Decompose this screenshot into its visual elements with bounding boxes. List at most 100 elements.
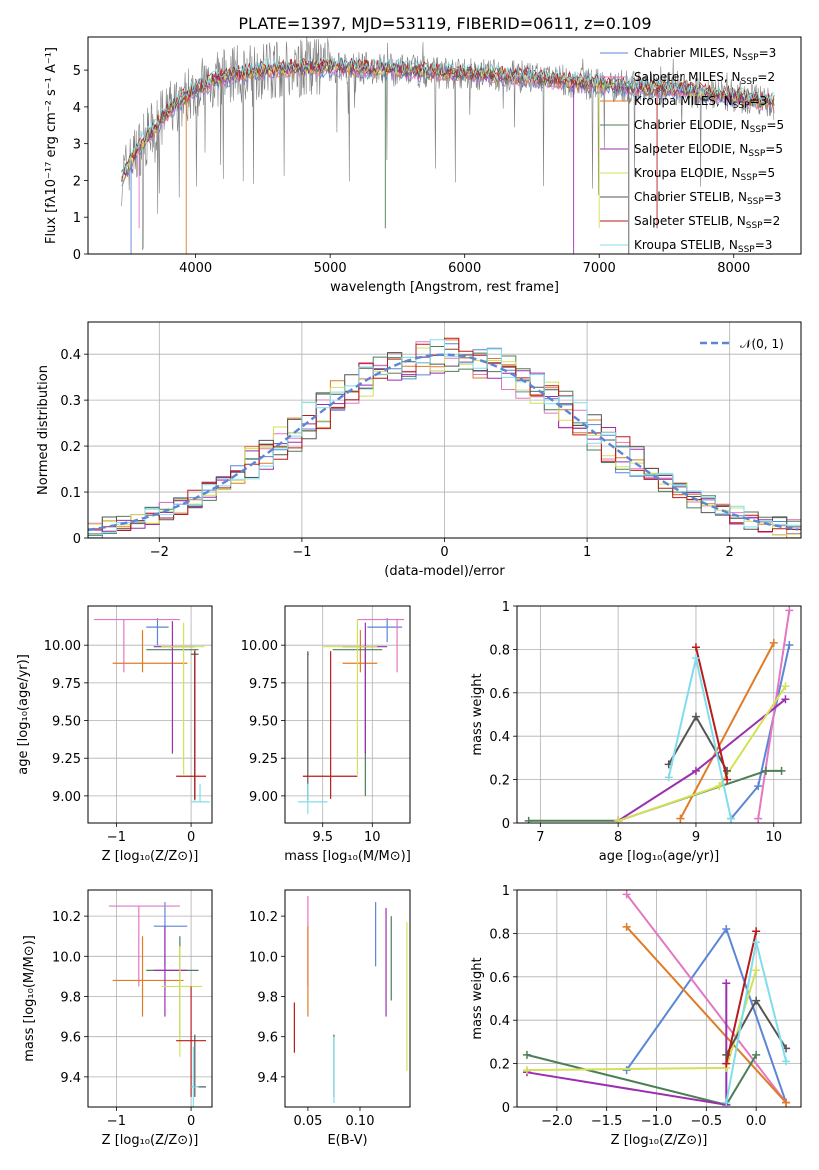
y-tick-label: 9.75 <box>52 677 81 692</box>
y-tick-label: 9.25 <box>52 752 81 767</box>
y-tick-label: 0.4 <box>489 1014 510 1029</box>
weight-marker <box>524 816 533 823</box>
legend: Chabrier MILES, NSSP=3 Salpeter MILES, NS… <box>600 46 784 255</box>
y-tick-label: 10.00 <box>241 639 278 654</box>
weight-line <box>625 893 787 1104</box>
plot-frame <box>516 605 802 824</box>
plot-area <box>285 606 410 823</box>
y-tick-label: 9.8 <box>60 990 81 1005</box>
weight-marker <box>691 654 700 663</box>
weight-line <box>695 646 729 780</box>
observed-spectrum <box>121 37 775 251</box>
y-tick-label: 5 <box>73 64 81 79</box>
panel-age_vs_mass: 9.5 10 9.00 9.25 9.50 9.75 10.00 mass [log₁₀(M/… <box>241 605 411 864</box>
y-axis-label: mass weight <box>470 957 485 1039</box>
x-tick-label: 0.10 <box>346 1114 375 1129</box>
weight-marker <box>782 1098 791 1107</box>
y-tick-label: 1 <box>502 884 510 899</box>
legend-entry: 𝒩(0, 1) <box>740 337 784 351</box>
x-tick-label: −1 <box>107 1114 126 1129</box>
y-axis-label: mass weight <box>470 673 485 755</box>
x-tick-label: 0.0 <box>746 1114 767 1129</box>
gaussian-curve <box>88 353 799 532</box>
weight-marker <box>691 766 700 775</box>
y-tick-label: 2 <box>73 174 81 189</box>
panel-spectrum: 4000 5000 6000 7000 8000 0 1 2 3 4 5 wavelength [An… <box>44 36 802 295</box>
weight-line <box>679 642 775 820</box>
plot-marks <box>88 337 801 538</box>
x-tick-label: −2 <box>150 545 169 560</box>
weight-marker <box>522 1066 531 1075</box>
x-tick-label: −1 <box>107 830 126 845</box>
x-tick-label: 8000 <box>717 261 750 276</box>
y-tick-label: 0 <box>502 1101 510 1116</box>
y-tick-label: 0.3 <box>60 394 81 409</box>
plot-marks <box>108 902 207 1107</box>
plot-area <box>88 606 212 823</box>
x-tick-label: 7000 <box>583 261 616 276</box>
x-tick-label: 5000 <box>314 261 347 276</box>
x-tick-label: 10 <box>364 830 381 845</box>
y-tick-label: 0.8 <box>489 927 510 942</box>
weight-marker <box>664 773 673 782</box>
weight-line <box>625 926 787 1104</box>
weight-marker <box>754 782 763 791</box>
panel-residuals: −2 −1 0 1 2 0 0.1 0.2 0.3 0.4 (data-model)/error No… <box>36 321 802 579</box>
x-tick-label: 0 <box>440 545 448 560</box>
y-tick-label: 0 <box>502 817 510 832</box>
x-tick-label: 9.5 <box>312 830 333 845</box>
weight-marker <box>752 927 761 936</box>
plot-marks <box>293 896 408 1103</box>
y-tick-label: 10.2 <box>249 910 278 925</box>
y-tick-label: 10.0 <box>52 950 81 965</box>
x-tick-label: 9 <box>692 830 700 845</box>
x-tick-label: −0.5 <box>691 1114 723 1129</box>
panel-weight_vs_Z: −2.0 −1.5 −1.0 −0.5 0.0 0 0.2 0.4 0.6 0.8 1 Z [log₁… <box>470 884 802 1148</box>
weight-marker <box>691 712 700 721</box>
plot-area <box>285 890 410 1107</box>
x-axis-label: Z [log₁₀(Z/Z⊙)] <box>102 849 199 864</box>
x-tick-label: 1 <box>583 545 591 560</box>
model-spectrum <box>121 61 775 182</box>
y-tick-label: 10.00 <box>44 639 81 654</box>
x-tick-label: 6000 <box>448 261 481 276</box>
weight-marker <box>722 925 731 934</box>
plot-marks <box>93 618 210 803</box>
weight-line <box>757 610 791 819</box>
panel-age_vs_Z: −1 0 9.00 9.25 9.50 9.75 10.00 Z [log₁₀(Z/Z⊙)] a… <box>16 605 213 864</box>
x-tick-label: −1.0 <box>641 1114 673 1129</box>
y-tick-label: 0.2 <box>489 774 510 789</box>
plot-marks <box>524 606 794 823</box>
weight-marker <box>722 979 731 988</box>
y-axis-label: Flux [fλ10⁻¹⁷ erg cm⁻² s⁻¹ A⁻¹] <box>44 47 59 244</box>
y-axis-label: age [log₁₀(age/yr)] <box>16 654 31 775</box>
weight-marker <box>622 1066 631 1075</box>
y-tick-label: 9.75 <box>249 677 278 692</box>
x-tick-label: 7 <box>536 830 544 845</box>
weight-marker <box>676 814 685 823</box>
weight-marker <box>722 1098 731 1107</box>
y-tick-label: 0 <box>73 248 81 263</box>
x-tick-label: 0 <box>187 1114 195 1129</box>
weight-marker <box>726 814 735 823</box>
y-tick-label: 0.6 <box>489 687 510 702</box>
y-tick-label: 9.00 <box>249 790 278 805</box>
legend-entry: Kroupa STELIB, NSSP=3 <box>634 238 772 255</box>
plot-frame <box>87 605 213 824</box>
plot-frame <box>87 889 213 1108</box>
plot-area <box>517 606 801 823</box>
model-spectrum <box>121 56 775 175</box>
y-tick-label: 9.50 <box>249 715 278 730</box>
x-tick-label: 8 <box>614 830 622 845</box>
weight-marker <box>785 641 794 650</box>
weight-marker <box>781 682 790 691</box>
x-axis-label: age [log₁₀(age/yr)] <box>599 849 720 864</box>
y-tick-label: 0.6 <box>489 971 510 986</box>
y-tick-label: 1 <box>73 211 81 226</box>
y-tick-label: 0.4 <box>60 348 81 363</box>
legend-entry: Kroupa ELODIE, NSSP=5 <box>634 166 775 183</box>
y-tick-label: 4 <box>73 101 81 116</box>
x-tick-label: −1.5 <box>591 1114 623 1129</box>
weight-marker <box>761 766 770 775</box>
